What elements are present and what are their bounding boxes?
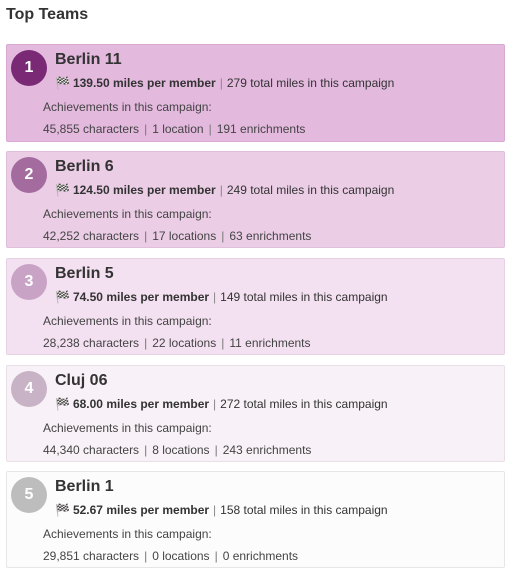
checkered-flag-icon: 🏁 [55,183,70,197]
team-card-5[interactable]: 5 Berlin 1 🏁 52.67 miles per member | 158 t… [6,471,505,568]
rank-badge: 1 [11,50,47,86]
separator: | [144,443,148,457]
achievements-stats: 42,252 characters | 17 locations | 63 enrich… [43,229,311,243]
separator: | [219,76,223,90]
miles-line: 🏁 74.50 miles per member | 149 total miles … [55,290,388,304]
locations-count: 1 location [152,122,204,136]
enrichments-count: 243 enrichments [222,443,312,457]
team-name[interactable]: Cluj 06 [55,372,108,389]
miles-per-member: 74.50 miles per member [72,290,210,304]
characters-count: 29,851 characters [43,549,140,563]
miles-per-member: 68.00 miles per member [72,397,210,411]
locations-count: 0 locations [152,549,210,563]
characters-count: 45,855 characters [43,122,140,136]
team-card-3[interactable]: 3 Berlin 5 🏁 74.50 miles per member | 149 t… [6,258,505,355]
separator: | [144,122,148,136]
separator: | [213,290,217,304]
total-miles: 149 total miles in this campaign [220,290,388,304]
characters-count: 42,252 characters [43,229,140,243]
team-card-2[interactable]: 2 Berlin 6 🏁 124.50 miles per member | 249 … [6,151,505,248]
locations-count: 17 locations [152,229,217,243]
total-miles: 279 total miles in this campaign [226,76,395,90]
enrichments-count: 0 enrichments [222,549,299,563]
page-title: Top Teams [6,6,89,23]
enrichments-count: 63 enrichments [229,229,312,243]
achievements-stats: 28,238 characters | 22 locations | 11 enrich… [43,336,311,350]
achievements-label: Achievements in this campaign: [43,314,212,328]
miles-line: 🏁 124.50 miles per member | 249 total miles… [55,183,394,197]
team-name[interactable]: Berlin 6 [55,158,114,175]
checkered-flag-icon: 🏁 [55,503,70,517]
separator: | [213,397,217,411]
separator: | [213,503,217,517]
achievements-label: Achievements in this campaign: [43,527,212,541]
team-name[interactable]: Berlin 11 [55,51,122,68]
separator: | [144,549,148,563]
rank-badge: 5 [11,477,47,513]
miles-line: 🏁 68.00 miles per member | 272 total miles … [55,397,388,411]
total-miles: 272 total miles in this campaign [220,397,388,411]
separator: | [214,443,218,457]
achievements-label: Achievements in this campaign: [43,421,212,435]
rank-badge: 4 [11,371,47,407]
separator: | [208,122,212,136]
locations-count: 22 locations [152,336,217,350]
separator: | [214,549,218,563]
rank-badge: 3 [11,264,47,300]
miles-per-member: 139.50 miles per member [72,76,216,90]
enrichments-count: 11 enrichments [229,336,311,350]
total-miles: 158 total miles in this campaign [220,503,388,517]
team-name[interactable]: Berlin 1 [55,478,114,495]
achievements-label: Achievements in this campaign: [43,100,212,114]
team-name[interactable]: Berlin 5 [55,265,114,282]
achievements-stats: 44,340 characters | 8 locations | 243 enrich… [43,443,311,457]
total-miles: 249 total miles in this campaign [226,183,395,197]
separator: | [144,229,148,243]
team-card-4[interactable]: 4 Cluj 06 🏁 68.00 miles per member | 272 to… [6,365,505,462]
enrichments-count: 191 enrichments [216,122,306,136]
miles-line: 🏁 52.67 miles per member | 158 total miles … [55,503,388,517]
characters-count: 28,238 characters [43,336,140,350]
achievements-label: Achievements in this campaign: [43,207,212,221]
miles-per-member: 52.67 miles per member [72,503,210,517]
miles-line: 🏁 139.50 miles per member | 279 total miles… [55,76,394,90]
achievements-stats: 45,855 characters | 1 location | 191 enrichm… [43,122,305,136]
separator: | [221,336,225,350]
checkered-flag-icon: 🏁 [55,290,70,304]
achievements-stats: 29,851 characters | 0 locations | 0 enrichme… [43,549,298,563]
checkered-flag-icon: 🏁 [55,397,70,411]
rank-badge: 2 [11,157,47,193]
locations-count: 8 locations [152,443,210,457]
team-card-1[interactable]: 1 Berlin 11 🏁 139.50 miles per member | 279… [6,44,505,142]
characters-count: 44,340 characters [43,443,140,457]
separator: | [219,183,223,197]
miles-per-member: 124.50 miles per member [72,183,216,197]
separator: | [221,229,225,243]
separator: | [144,336,148,350]
checkered-flag-icon: 🏁 [55,76,70,90]
